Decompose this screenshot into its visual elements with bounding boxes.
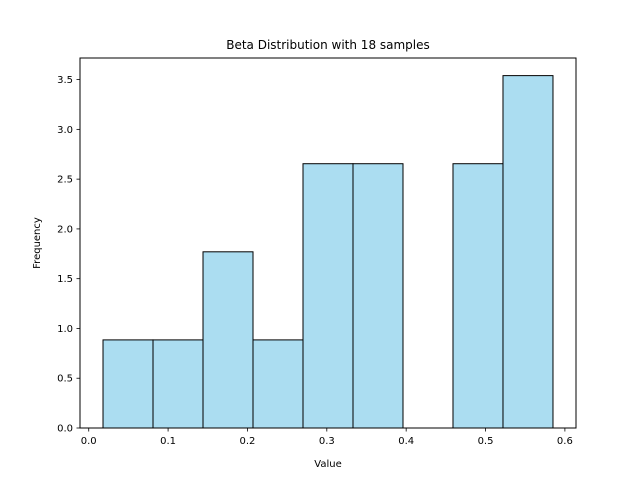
y-tick-label: 1.0 [57, 324, 73, 335]
y-tick-label: 0.5 [57, 374, 73, 385]
y-tick-label: 3.5 [57, 75, 73, 86]
x-tick-label: 0.2 [239, 436, 255, 447]
histogram-bar-4 [252, 339, 304, 429]
histogram-bar-8 [452, 163, 504, 429]
y-tick-label: 0.0 [57, 424, 73, 435]
x-tick-label: 0.3 [319, 436, 335, 447]
plot-frame [79, 57, 577, 429]
y-tick-label: 1.5 [57, 274, 73, 285]
y-tick-label: 2.5 [57, 175, 73, 186]
histogram-bar-1 [102, 339, 154, 429]
x-tick-label: 0.4 [398, 436, 414, 447]
y-axis-label: Frequency [32, 217, 43, 269]
y-axis-ticks: 0.0 0.5 1.0 1.5 2.0 2.5 3.0 3.5 [57, 75, 80, 435]
x-tick-label: 0.0 [81, 436, 97, 447]
chart-title: Beta Distribution with 18 samples [226, 38, 430, 52]
y-tick-label: 2.0 [57, 224, 73, 235]
x-tick-label: 0.1 [160, 436, 176, 447]
x-tick-label: 0.5 [478, 436, 494, 447]
x-axis-label: Value [314, 459, 341, 470]
x-axis-ticks: 0.0 0.1 0.2 0.3 0.4 0.5 0.6 [81, 428, 573, 447]
histogram-bar-6 [352, 163, 404, 429]
bars-group [102, 75, 554, 429]
histogram-bar-5 [302, 163, 354, 429]
histogram-bar-2 [152, 339, 204, 429]
x-tick-label: 0.6 [557, 436, 573, 447]
histogram-bar-3 [202, 251, 254, 429]
y-tick-label: 3.0 [57, 125, 73, 136]
histogram-bar-9 [502, 75, 554, 429]
